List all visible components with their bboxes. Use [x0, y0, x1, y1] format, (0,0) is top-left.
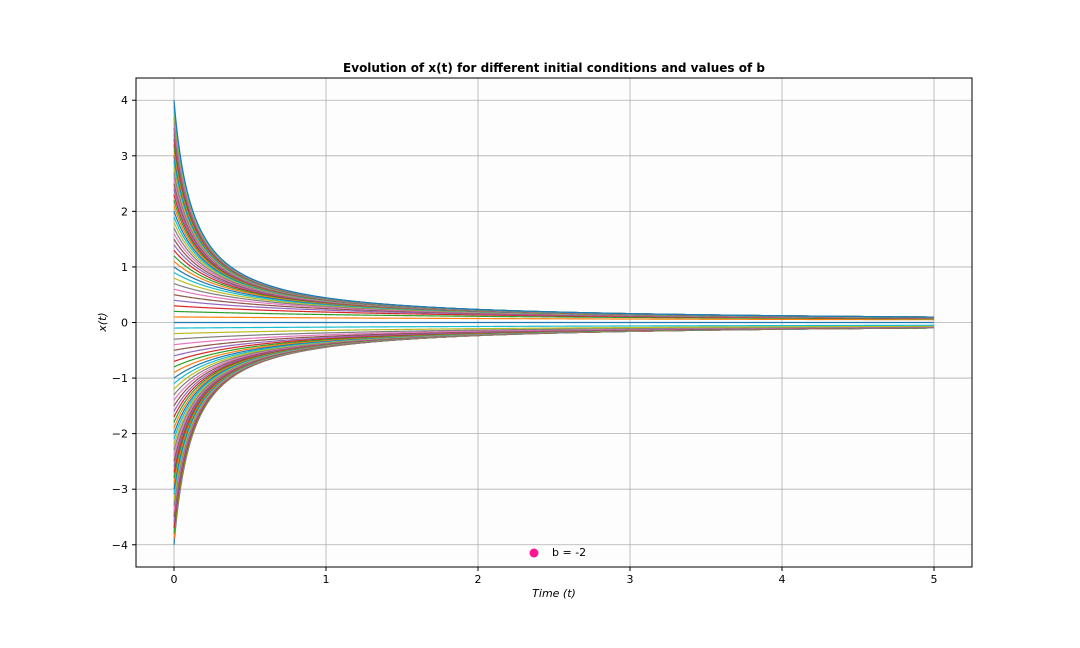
y-tick-label: −1	[112, 372, 128, 385]
y-axis-ticks: −4 −3 −2 −1 0 1 2 3 4	[112, 94, 136, 552]
y-tick-label: 0	[121, 317, 128, 330]
y-tick-label: −3	[112, 483, 128, 496]
x-tick-label: 3	[627, 573, 634, 586]
y-tick-label: 2	[121, 205, 128, 218]
series-group	[173, 100, 935, 545]
legend-marker	[529, 548, 539, 558]
x-tick-label: 5	[931, 573, 938, 586]
x-tick-label: 2	[475, 573, 482, 586]
series-line	[174, 324, 934, 329]
y-tick-label: −2	[112, 428, 128, 441]
x-axis-ticks: 0 1 2 3 4 5	[171, 567, 938, 586]
series-line	[173, 326, 935, 340]
x-tick-label: 4	[779, 573, 786, 586]
series-line	[174, 310, 935, 320]
y-tick-label: 1	[121, 261, 128, 274]
y-tick-label: 4	[121, 94, 128, 107]
chart-title: Evolution of x(t) for different initial …	[343, 61, 765, 75]
legend: b = -2	[529, 546, 586, 559]
y-tick-label: 3	[121, 150, 128, 163]
x-tick-label: 0	[171, 573, 178, 586]
series-line	[174, 325, 935, 335]
x-axis-label: Time (t)	[532, 587, 576, 600]
y-axis-label: x(t)	[96, 312, 109, 332]
legend-label: b = -2	[552, 546, 586, 559]
series-line	[174, 316, 934, 321]
y-tick-label: −4	[112, 539, 128, 552]
x-tick-label: 1	[323, 573, 330, 586]
series-line	[173, 100, 935, 318]
